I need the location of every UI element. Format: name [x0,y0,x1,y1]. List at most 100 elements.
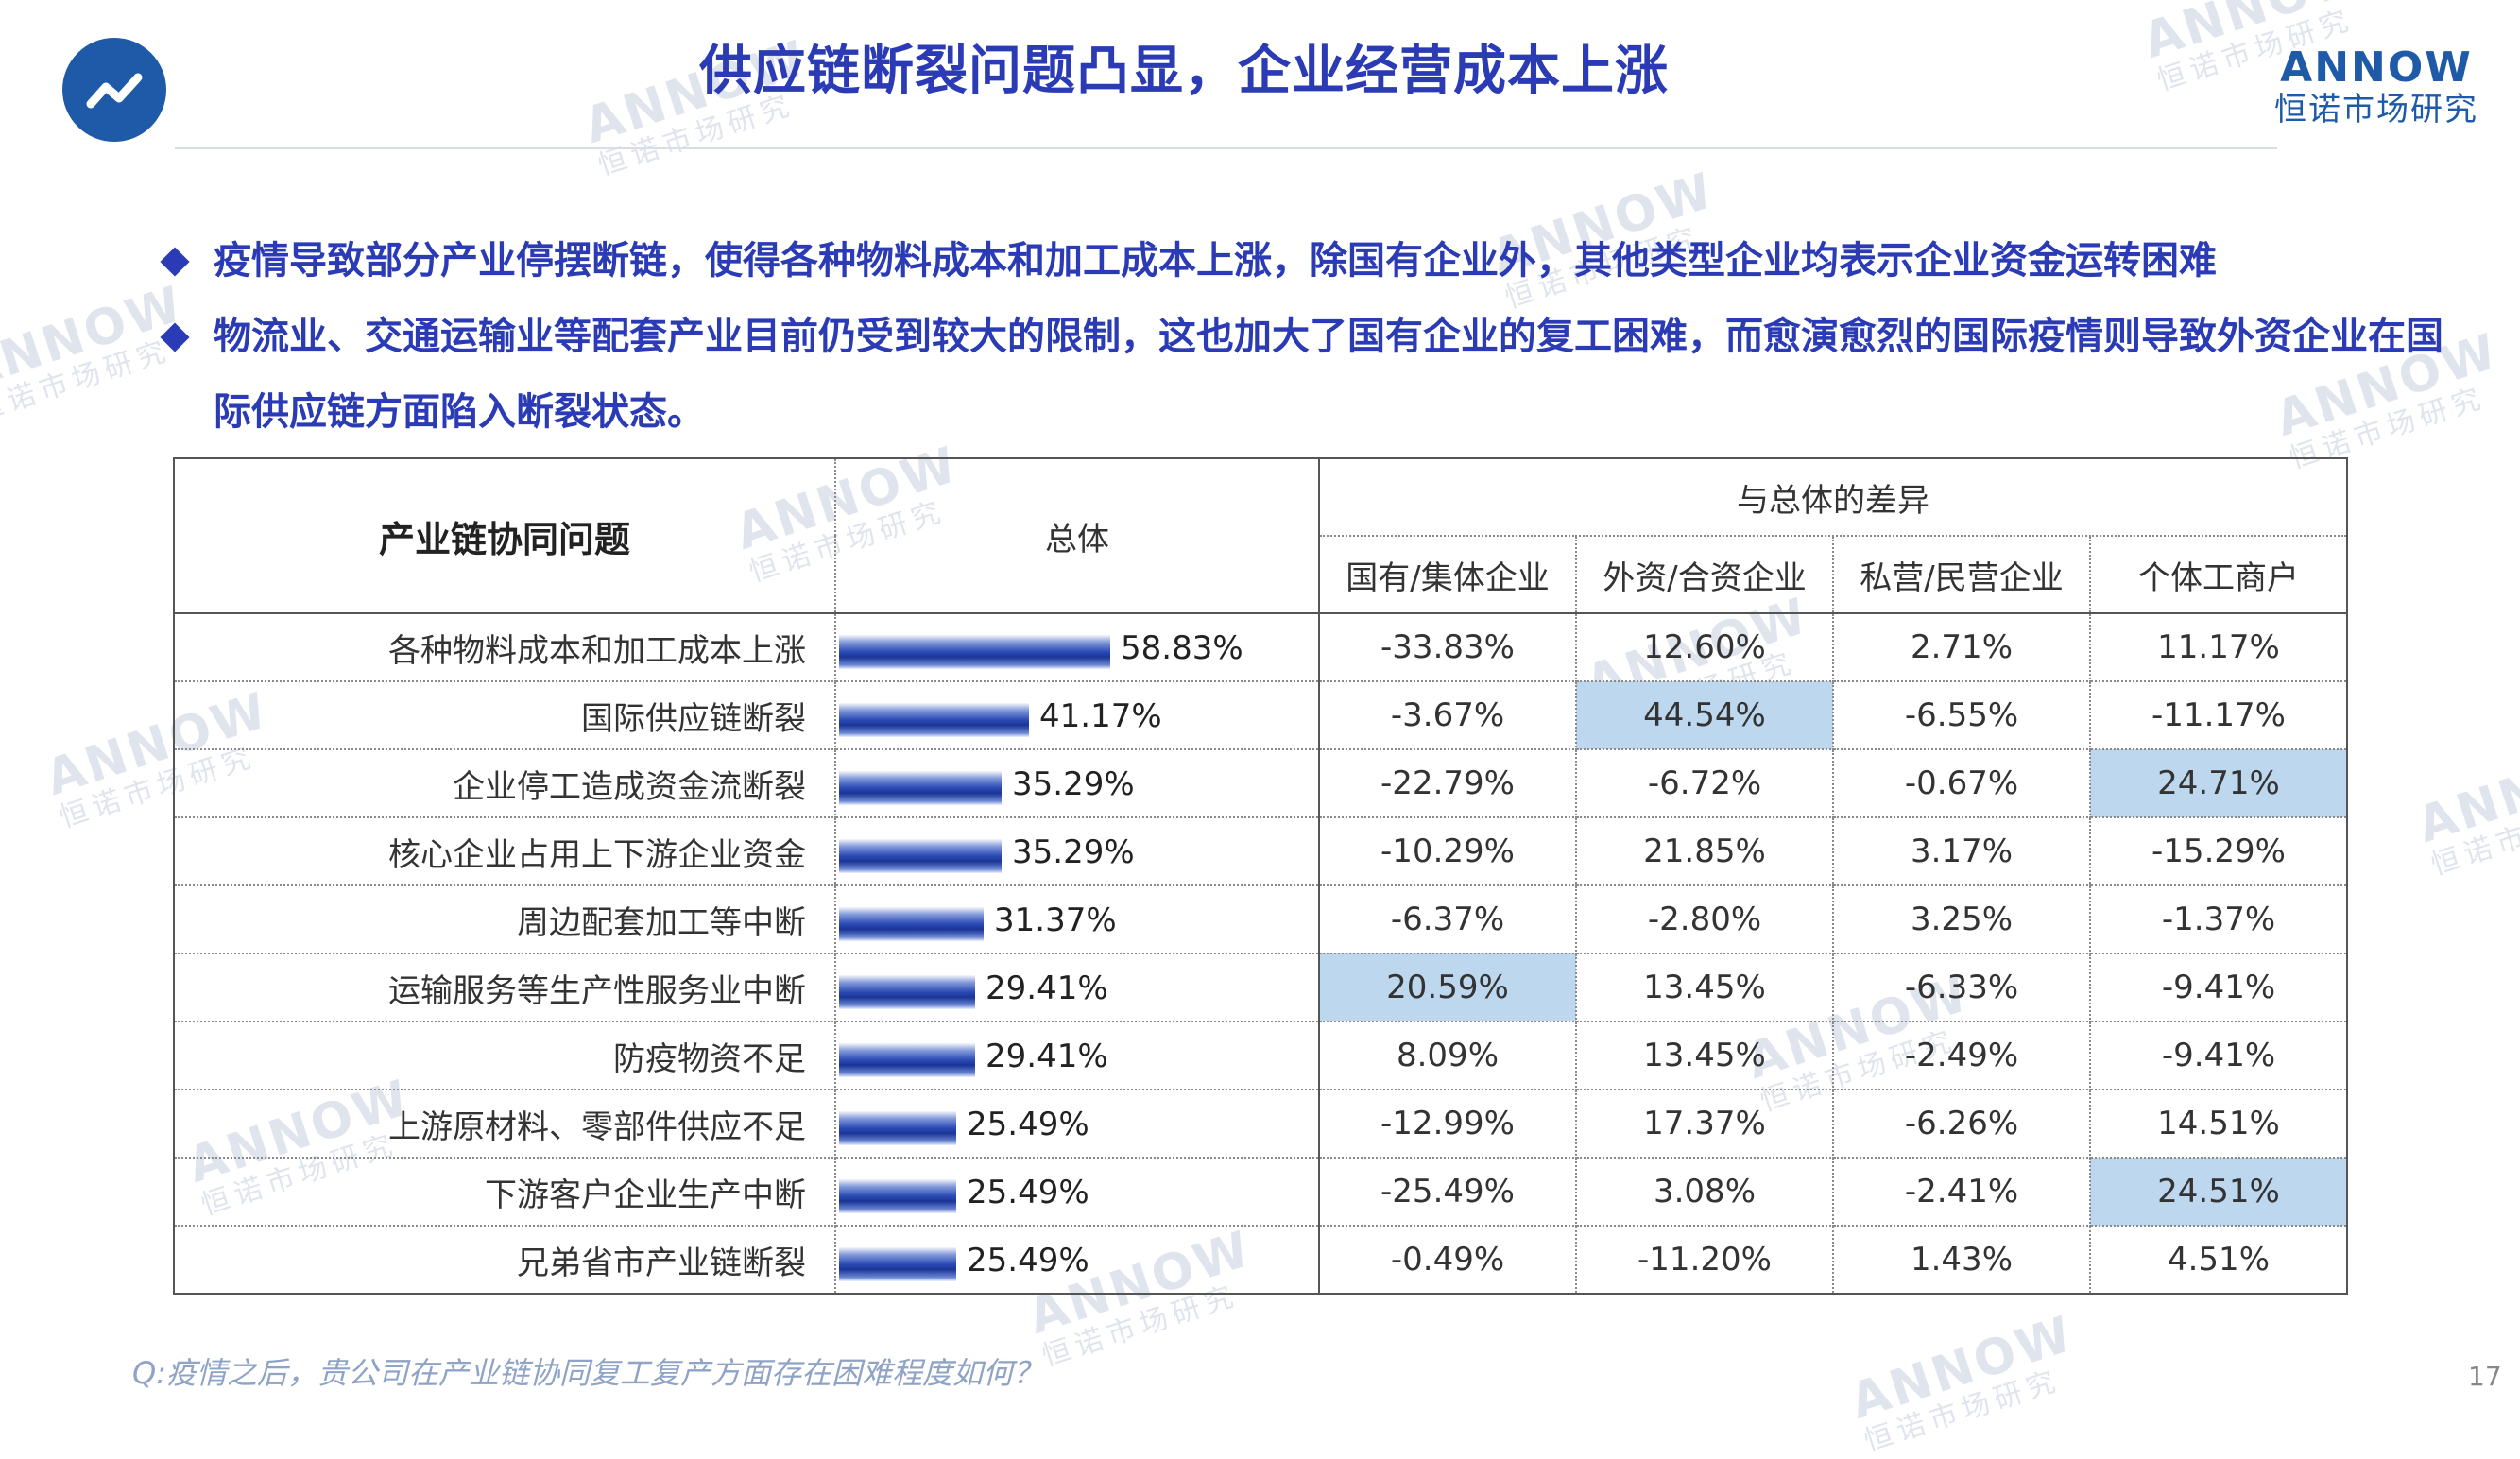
diff-value-cell: -33.83% [1318,612,1577,682]
header-state-owned: 国有/集体企业 [1318,535,1577,614]
diff-value-cell: 20.59% [1318,953,1577,1022]
total-value-label: 25.49% [967,1106,1089,1143]
title-divider [175,147,2277,149]
diamond-bullet-icon [160,322,190,352]
brand-logo: ANNOW 恒诺市场研究 [2258,45,2494,130]
table-row: 防疫物资不足 29.41% 8.09% 13.45% -2.49% -9.41% [173,1021,2348,1090]
diff-value-cell: -3.67% [1318,680,1577,750]
issue-label: 兄弟省市产业链断裂 [173,1225,836,1295]
total-cell: 58.83% [834,612,1320,682]
issue-label: 核心企业占用上下游企业资金 [173,816,836,886]
diff-value-cell: 24.51% [2089,1157,2348,1227]
total-value-label: 35.29% [1012,765,1135,803]
diff-value-cell: 13.45% [1575,953,1834,1022]
diff-value-cell: -2.80% [1575,884,1834,954]
diff-value-cell: -6.33% [1832,953,2091,1022]
question-footnote: Q:疫情之后，贵公司在产业链协同复工复产方面存在困难程度如何？ [132,1355,1043,1391]
total-bar [839,1179,956,1213]
total-value-label: 31.37% [994,901,1117,939]
watermark-cn: 恒诺市场研究 [1860,1364,2065,1459]
bullet-item: 疫情导致部分产业停摆断链，使得各种物料成本和加工成本上涨，除国有企业外，其他类型… [159,223,2464,299]
total-value-label: 35.29% [1012,833,1135,871]
diff-value-cell: -11.20% [1575,1225,1834,1295]
trend-line-icon [62,38,166,142]
diff-value-cell: -11.17% [2089,680,2348,750]
diff-value-cell: -6.72% [1575,748,1834,818]
diff-value-cell: 8.09% [1318,1021,1577,1090]
total-bar [839,1111,956,1145]
table-row: 各种物料成本和加工成本上涨 58.83% -33.83% 12.60% 2.71% 11.… [173,612,2348,682]
total-value-label: 25.49% [967,1174,1089,1211]
total-cell: 35.29% [834,748,1320,818]
total-cell: 25.49% [834,1089,1320,1159]
diff-value-cell: 4.51% [2089,1225,2348,1295]
watermark-cn: 恒诺市场研究 [2426,787,2520,883]
supply-chain-issues-table: 产业链协同问题 总体 与总体的差异 国有/集体企业 外资/合资企业 私营/民营企… [173,457,2348,1295]
table-row: 下游客户企业生产中断 25.49% -25.49% 3.08% -2.41% 24.51% [173,1157,2348,1227]
diff-value-cell: 24.71% [2089,748,2348,818]
diff-value-cell: -2.49% [1832,1021,2091,1090]
table-row: 兄弟省市产业链断裂 25.49% -0.49% -11.20% 1.43% 4.51% [173,1225,2348,1295]
total-value-label: 29.41% [986,1038,1108,1075]
watermark-name: ANNOW [1843,1305,2081,1432]
total-bar [839,975,975,1009]
table-row: 核心企业占用上下游企业资金 35.29% -10.29% 21.85% 3.17% -15… [173,816,2348,886]
diff-value-cell: -2.41% [1832,1157,2091,1227]
diff-value-cell: 3.25% [1832,884,2091,954]
total-bar [839,703,1029,737]
diff-value-cell: -10.29% [1318,816,1577,886]
issue-label: 运输服务等生产性服务业中断 [173,953,836,1022]
diff-value-cell: -25.49% [1318,1157,1577,1227]
diff-value-cell: -12.99% [1318,1089,1577,1159]
total-value-label: 25.49% [967,1242,1089,1279]
diff-value-cell: -22.79% [1318,748,1577,818]
total-bar [839,635,1110,669]
total-bar [839,839,1002,873]
total-value-label: 29.41% [986,970,1108,1007]
header-total: 总体 [834,457,1320,614]
total-cell: 29.41% [834,1021,1320,1090]
total-cell: 29.41% [834,953,1320,1022]
diff-value-cell: -9.41% [2089,1021,2348,1090]
diff-value-cell: 13.45% [1575,1021,1834,1090]
total-cell: 25.49% [834,1157,1320,1227]
diff-value-cell: 17.37% [1575,1089,1834,1159]
page-title: 供应链断裂问题凸显，企业经营成本上涨 [699,41,1669,102]
diff-value-cell: -0.49% [1318,1225,1577,1295]
header-individual: 个体工商户 [2089,535,2348,614]
diff-value-cell: -6.37% [1318,884,1577,954]
total-cell: 25.49% [834,1225,1320,1295]
diff-value-cell: 21.85% [1575,816,1834,886]
brand-name: ANNOW [2280,43,2473,92]
table-row: 运输服务等生产性服务业中断 29.41% 20.59% 13.45% -6.33% -9.… [173,953,2348,1022]
diff-value-cell: -0.67% [1832,748,2091,818]
total-cell: 35.29% [834,816,1320,886]
table-row: 周边配套加工等中断 31.37% -6.37% -2.80% 3.25% -1.37% [173,884,2348,954]
diff-value-cell: 2.71% [1832,612,2091,682]
diff-value-cell: -15.29% [2089,816,2348,886]
total-bar [839,1247,956,1281]
diff-value-cell: -6.55% [1832,680,2091,750]
watermark: ANNOW 恒诺市场研究 [1843,1305,2089,1459]
diff-value-cell: -9.41% [2089,953,2348,1022]
page-number: 17 [2468,1361,2502,1392]
header-foreign: 外资/合资企业 [1575,535,1834,614]
issue-label: 下游客户企业生产中断 [173,1157,836,1227]
issue-label: 企业停工造成资金流断裂 [173,748,836,818]
diff-value-cell: 1.43% [1832,1225,2091,1295]
total-cell: 41.17% [834,680,1320,750]
total-bar [839,1043,975,1077]
total-bar [839,771,1002,805]
bullet-text: 物流业、交通运输业等配套产业目前仍受到较大的限制，这也加大了国有企业的复工困难，… [214,315,2443,434]
total-value-label: 58.83% [1121,629,1243,667]
diff-value-cell: -1.37% [2089,884,2348,954]
table-row: 国际供应链断裂 41.17% -3.67% 44.54% -6.55% -11.17% [173,680,2348,750]
issue-label: 上游原材料、零部件供应不足 [173,1089,836,1159]
table-row: 企业停工造成资金流断裂 35.29% -22.79% -6.72% -0.67% 24.7… [173,748,2348,818]
issue-label: 防疫物资不足 [173,1021,836,1090]
table-body: 各种物料成本和加工成本上涨 58.83% -33.83% 12.60% 2.71% 11.… [173,612,2348,1295]
diff-value-cell: 14.51% [2089,1089,2348,1159]
bullet-item: 物流业、交通运输业等配套产业目前仍受到较大的限制，这也加大了国有企业的复工困难，… [159,299,2464,450]
bullet-list: 疫情导致部分产业停摆断链，使得各种物料成本和加工成本上涨，除国有企业外，其他类型… [159,223,2464,450]
table-row: 上游原材料、零部件供应不足 25.49% -12.99% 17.37% -6.26% 14… [173,1089,2348,1159]
